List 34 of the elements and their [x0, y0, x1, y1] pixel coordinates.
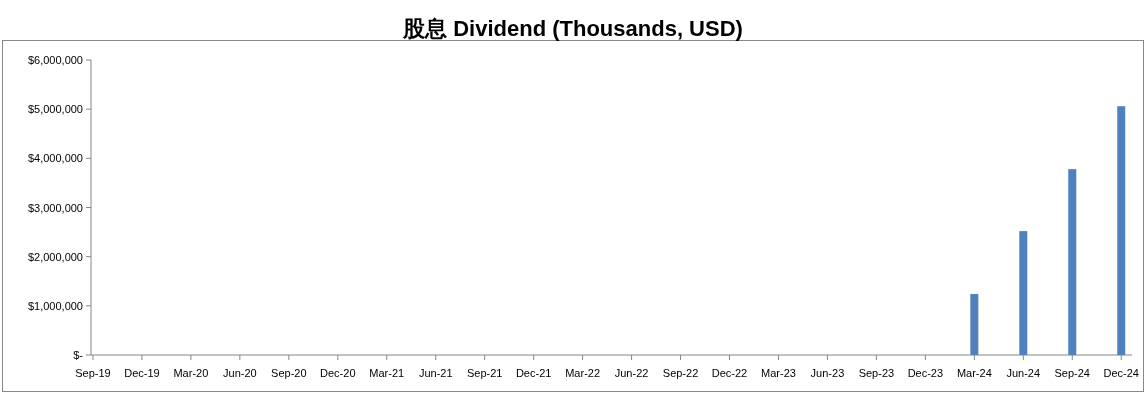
x-tick-label: Sep-24 — [1054, 367, 1090, 379]
x-tick-label: Jun-20 — [223, 367, 257, 379]
x-tick-label: Mar-23 — [761, 367, 796, 379]
x-tick-label: Jun-22 — [614, 367, 649, 379]
bar — [1117, 106, 1126, 355]
x-tick-label: Dec-22 — [711, 367, 748, 379]
y-tick-label: $3,000,000 — [27, 201, 83, 214]
x-tick-label: Mar-24 — [956, 367, 992, 379]
y-tick-label: $5,000,000 — [27, 103, 83, 116]
x-tick-label: Jun-21 — [418, 367, 453, 379]
x-tick-label: Sep-19 — [75, 367, 111, 379]
y-tick-label: $4,000,000 — [27, 152, 83, 165]
y-tick-label: $- — [73, 349, 84, 361]
bar — [1068, 169, 1077, 355]
x-tick-label: Mar-20 — [173, 367, 209, 379]
x-tick-label: Jun-23 — [810, 367, 845, 379]
x-tick-label: Sep-20 — [271, 367, 307, 379]
chart-title: 股息 Dividend (Thousands, USD) — [402, 16, 743, 41]
x-tick-label: Sep-23 — [858, 367, 895, 379]
x-tick-label: Sep-22 — [662, 367, 699, 379]
y-tick-label: $1,000,000 — [27, 299, 83, 312]
x-tick-label: Jun-24 — [1006, 367, 1041, 379]
x-tick-label: Mar-21 — [369, 367, 405, 379]
x-tick-label: Dec-24 — [1103, 367, 1139, 379]
y-tick-label: $2,000,000 — [27, 250, 83, 263]
x-tick-label: Dec-19 — [124, 367, 160, 379]
y-tick-label: $6,000,000 — [27, 54, 83, 66]
bar — [1019, 231, 1028, 355]
x-tick-label: Sep-21 — [466, 367, 503, 379]
bar — [970, 294, 979, 355]
x-tick-label: Dec-23 — [907, 367, 944, 379]
x-tick-label: Mar-22 — [565, 367, 601, 379]
x-tick-label: Dec-21 — [515, 367, 552, 379]
x-tick-label: Dec-20 — [320, 367, 356, 379]
